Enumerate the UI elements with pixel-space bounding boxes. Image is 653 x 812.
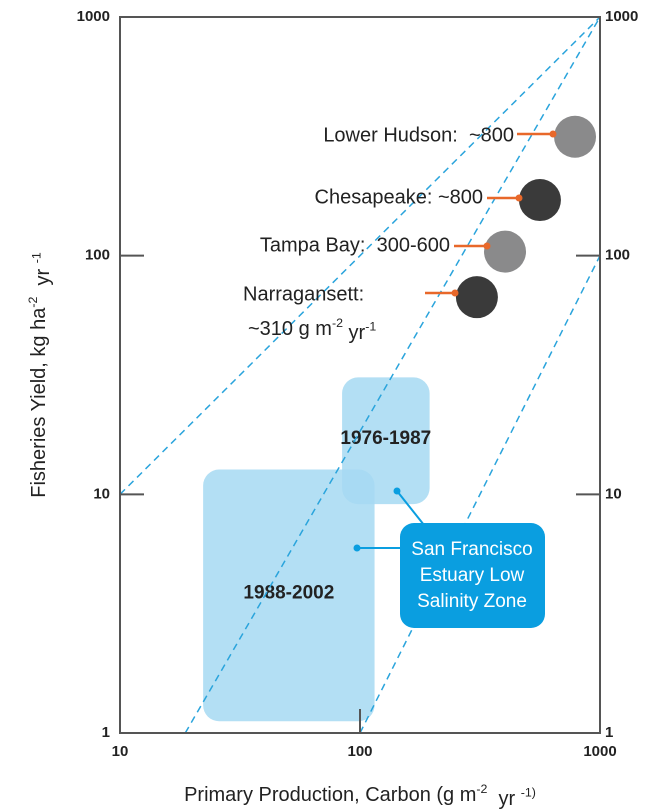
callout-dot: [353, 544, 361, 552]
y-tick-label: 100: [85, 247, 110, 264]
point-note-part: ~310 g m: [248, 318, 332, 340]
region-label: 1976-1987: [340, 428, 431, 449]
point-label: Narragansett:: [243, 283, 364, 305]
callout-dot: [393, 487, 401, 495]
x-axis-label-part: -1): [521, 786, 536, 800]
callout-text: Estuary Low: [420, 565, 525, 586]
connector-dot: [483, 242, 491, 250]
y-axis-label-part: yr: [32, 263, 54, 296]
callout-connector: [396, 490, 425, 526]
reference-line: [359, 255, 601, 734]
point-label: Tampa Bay: 300-600: [260, 234, 450, 256]
region-label: 1988-2002: [243, 582, 334, 603]
data-point: [484, 230, 527, 273]
reference-line: [119, 16, 601, 495]
y-tick-label: 1000: [77, 8, 110, 25]
x-tick-label: 1000: [583, 743, 616, 760]
x-tick-label: 10: [112, 743, 129, 760]
callout-text: Salinity Zone: [417, 591, 527, 612]
reference-line: [184, 16, 601, 734]
y-axis-label-part: -1: [30, 252, 44, 263]
y-tick-label-right: 1: [605, 724, 613, 741]
y-tick-label-right: 100: [605, 247, 630, 264]
callout-box: [400, 523, 545, 628]
point-label: Lower Hudson: ~800: [323, 124, 514, 146]
y-axis-label-part: -2: [26, 297, 40, 308]
connector-dot: [451, 289, 459, 297]
y-tick-label: 1: [102, 724, 110, 741]
y-tick-label-right: 10: [605, 485, 622, 502]
connector-dot: [515, 194, 523, 202]
point-note-part: -2: [332, 316, 343, 330]
data-point: [455, 276, 498, 319]
y-tick-label-right: 1000: [605, 8, 638, 25]
connector-dot: [549, 130, 557, 138]
x-axis-label-part: Primary Production, Carbon (g m: [184, 784, 476, 806]
point-note-part: yr: [343, 322, 366, 344]
y-tick-label: 10: [93, 485, 110, 502]
y-axis-label: Fisheries Yield, kg ha-2 yr -1: [26, 252, 54, 498]
x-axis-label: Primary Production, Carbon (g m-2 yr -1): [184, 782, 536, 810]
callout-text: San Francisco: [411, 539, 532, 560]
region: [203, 469, 375, 722]
data-point: [518, 179, 561, 222]
y-axis-label-part: Fisheries Yield, kg ha: [28, 307, 50, 498]
x-axis-label-part: yr: [487, 788, 520, 810]
data-point: [554, 115, 597, 158]
region: [342, 377, 430, 505]
point-label: Chesapeake: ~800: [315, 186, 483, 208]
point-note-part: -1: [365, 320, 376, 334]
x-tick-label: 100: [347, 743, 372, 760]
point-note: ~310 g m-2 yr-1: [248, 316, 376, 344]
x-axis-label-part: -2: [476, 782, 487, 796]
